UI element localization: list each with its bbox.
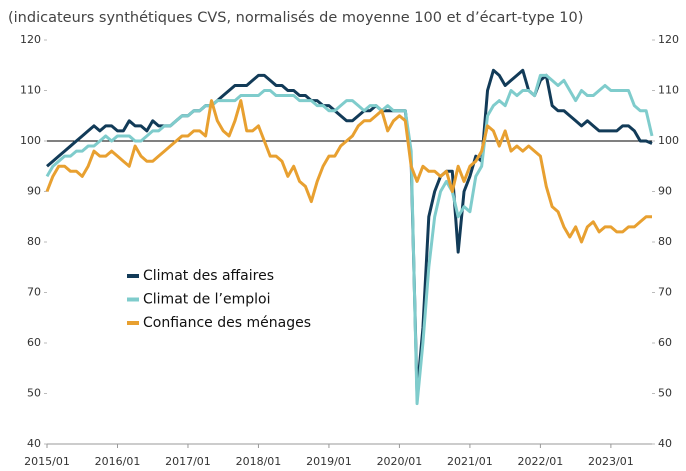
y-tick-label: 40 [27, 437, 41, 450]
y-tick-label: 60 [27, 336, 41, 349]
series-line [45, 73, 654, 406]
x-tick-label: 2019/01 [306, 455, 352, 468]
y2-tick-label: 70 [658, 286, 672, 299]
x-tick-label: 2016/01 [95, 455, 141, 468]
y-tick-label: 50 [27, 387, 41, 400]
x-tick-label: 2023/01 [588, 455, 634, 468]
series-line [45, 99, 652, 244]
x-tick-label: 2021/01 [447, 455, 493, 468]
x-tick-label: 2017/01 [165, 455, 211, 468]
x-tick-label: 2015/01 [24, 455, 70, 468]
series-line [46, 68, 653, 395]
y2-tick-label: 40 [658, 437, 672, 450]
x-tick-label: 2020/01 [377, 455, 423, 468]
x-tick-label: 2018/01 [236, 455, 282, 468]
y-tick-label: 70 [27, 286, 41, 299]
legend-label: Climat de l’emploi [143, 292, 270, 308]
y2-tick-label: 90 [658, 185, 672, 198]
y-tick-label: 110 [20, 84, 41, 97]
chart-subtitle: (indicateurs synthétiques CVS, normalisé… [8, 10, 583, 26]
y-tick-label: 80 [27, 235, 41, 248]
y2-tick-label: 80 [658, 235, 672, 248]
y2-tick-label: 120 [658, 33, 679, 46]
y-tick-label: 90 [27, 185, 41, 198]
y2-tick-label: 110 [658, 84, 679, 97]
legend-label: Climat des affaires [143, 268, 274, 284]
legend-label: Confiance des ménages [143, 315, 311, 331]
y2-tick-label: 100 [658, 134, 679, 147]
y2-tick-label: 60 [658, 336, 672, 349]
y-tick-label: 120 [20, 33, 41, 46]
y2-tick-label: 50 [658, 387, 672, 400]
x-tick-label: 2022/01 [518, 455, 564, 468]
y-tick-label: 100 [20, 134, 41, 147]
